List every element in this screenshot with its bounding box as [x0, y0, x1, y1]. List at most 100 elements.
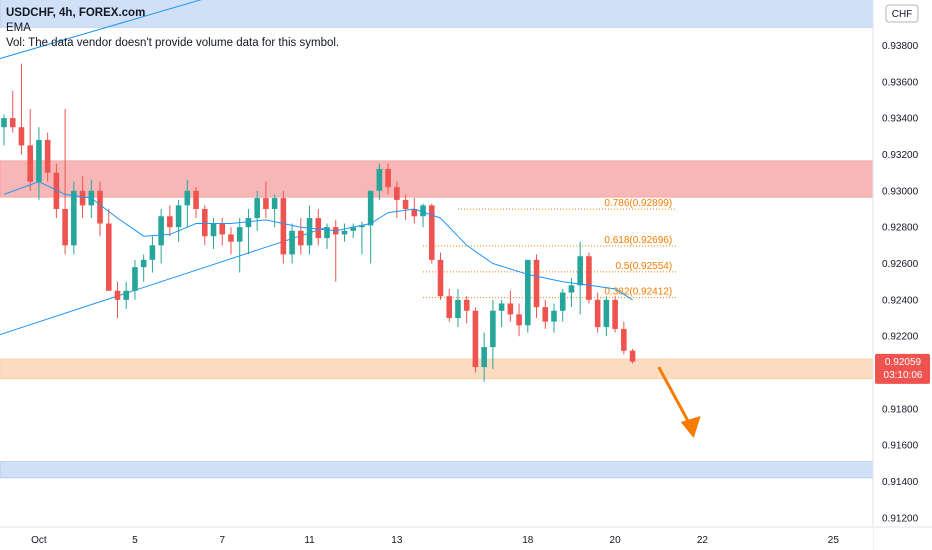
- fib-level-label: 0.5(0.92554): [615, 261, 672, 272]
- candle-body: [350, 227, 356, 231]
- candle-body: [551, 310, 557, 322]
- currency-label: CHF: [892, 9, 913, 20]
- candle-body: [420, 205, 426, 217]
- price-axis-ticks: 0.93800 0.93600 0.93400 0.93200 0.93000 0.928…: [882, 41, 919, 524]
- candle-body: [263, 198, 269, 209]
- candle-body: [193, 190, 199, 209]
- candle-body: [586, 256, 592, 300]
- candle-body: [1, 118, 7, 128]
- price-tick-label: 0.93800: [882, 41, 919, 52]
- candle-body: [402, 199, 409, 209]
- candle-body: [446, 296, 453, 319]
- candle-body: [568, 285, 575, 293]
- candle-body: [53, 172, 60, 209]
- price-tick-label: 0.93000: [882, 186, 919, 197]
- price-tick-label: 0.92800: [882, 223, 919, 234]
- ema-line: [3, 181, 633, 301]
- candle-body: [385, 169, 391, 188]
- candle-body: [97, 190, 103, 224]
- candle-body: [36, 139, 42, 182]
- candle-body: [79, 190, 86, 206]
- candle-body: [367, 190, 374, 226]
- currency-badge[interactable]: CHF: [885, 4, 919, 23]
- candle-body: [71, 190, 77, 246]
- candle-body: [594, 299, 601, 328]
- down-arrow-annotation: [657, 366, 701, 438]
- candle-body: [228, 234, 234, 242]
- candle-body: [455, 299, 461, 319]
- candle-body: [271, 198, 278, 209]
- candle-body: [411, 208, 418, 217]
- price-tick-label: 0.93400: [882, 114, 919, 125]
- blue-zone: [0, 461, 874, 479]
- candle-body: [201, 208, 208, 237]
- time-tick-label: 22: [697, 535, 709, 546]
- candle-body: [210, 223, 217, 237]
- candle-body: [577, 256, 583, 286]
- price-axis-background[interactable]: [873, 0, 932, 527]
- candle-body: [463, 299, 470, 311]
- candle-body: [158, 216, 164, 246]
- candle-body: [254, 198, 260, 219]
- price-tick-label: 0.93600: [882, 77, 919, 88]
- fibonacci-levels: 0.786(0.92899) 0.618(0.92696) 0.5(0.92554)…: [423, 198, 677, 299]
- time-tick-label: 25: [828, 535, 840, 546]
- candle-body: [114, 290, 121, 300]
- time-tick-label: Oct: [31, 535, 47, 546]
- arrow-head: [680, 415, 701, 438]
- price-zones: [0, 0, 874, 479]
- price-tick-label: 0.93200: [882, 150, 919, 161]
- candle-body: [149, 245, 156, 260]
- candle-body: [44, 139, 51, 173]
- arrow-shaft: [657, 366, 692, 427]
- candle-body: [428, 205, 435, 260]
- price-tick-label: 0.91600: [882, 441, 919, 452]
- support-zone: [0, 358, 874, 380]
- candlestick-series[interactable]: [1, 63, 636, 382]
- price-tick-label: 0.91800: [882, 404, 919, 415]
- candle-body: [472, 310, 479, 368]
- time-tick-label: 18: [522, 535, 534, 546]
- resistance-zone: [0, 160, 874, 198]
- time-tick-label: 13: [391, 535, 403, 546]
- candle-body: [376, 169, 383, 191]
- candle-body: [629, 350, 636, 362]
- price-tick-label: 0.92200: [882, 332, 919, 343]
- candle-body: [559, 292, 566, 311]
- candle-body: [62, 208, 68, 246]
- candle-body: [394, 187, 400, 200]
- candle-body: [533, 259, 540, 308]
- candle-body: [324, 227, 330, 239]
- candle-body: [490, 310, 496, 348]
- time-axis-background[interactable]: [0, 527, 873, 550]
- candle-body: [289, 230, 295, 255]
- symbol-title[interactable]: USDCHF, 4h, FOREX.com: [6, 7, 146, 19]
- price-tick-label: 0.92400: [882, 295, 919, 306]
- time-tick-label: 7: [219, 535, 225, 546]
- chart-legend: USDCHF, 4h, FOREX.com EMA Vol: The data …: [6, 6, 339, 51]
- candle-body: [525, 259, 531, 326]
- candle-body: [105, 223, 112, 291]
- current-price-value: 0.92059: [885, 357, 922, 368]
- ema-indicator-label[interactable]: EMA: [6, 22, 31, 34]
- candle-body: [236, 227, 243, 242]
- volume-note: Vol: The data vendor doesn't provide vol…: [6, 37, 340, 49]
- fib-level-label: 0.618(0.92696): [604, 235, 672, 246]
- candle-body: [219, 223, 226, 235]
- candle-body: [481, 347, 487, 368]
- candle-body: [123, 290, 130, 300]
- fib-level-label: 0.382(0.92412): [604, 287, 672, 298]
- candle-body: [306, 218, 313, 246]
- candle-body: [359, 225, 365, 228]
- candle-body: [184, 190, 191, 206]
- candle-body: [132, 267, 138, 291]
- candle-body: [298, 230, 304, 246]
- candle-body: [437, 259, 444, 297]
- time-tick-label: 5: [132, 535, 138, 546]
- candle-body: [140, 259, 147, 268]
- candle-body: [603, 299, 610, 328]
- time-tick-label: 20: [610, 535, 622, 546]
- candle-body: [315, 218, 322, 239]
- candle-body: [612, 299, 618, 329]
